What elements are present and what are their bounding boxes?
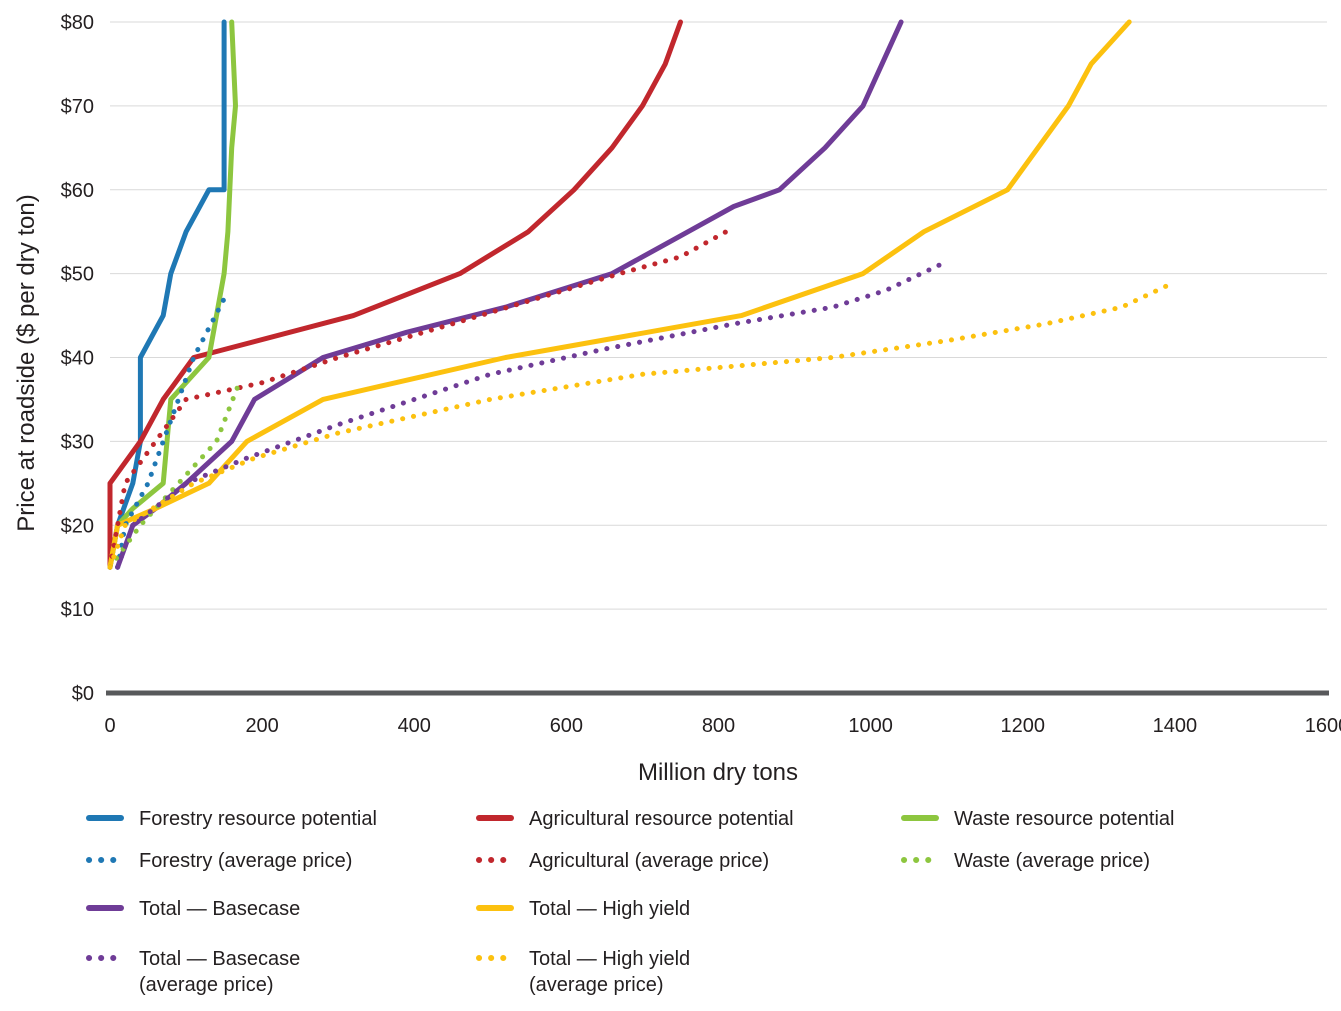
series-layer xyxy=(107,19,1178,570)
legend-item: Agricultural (average price) xyxy=(475,848,769,874)
y-tick-label: $30 xyxy=(61,431,94,453)
series-line-forestry-resource-potential xyxy=(107,19,227,570)
chart-plot: $0 $10 $20 $30 $40 $50 $60 $70 $80 0 200 400 600 800 1… xyxy=(13,12,1341,786)
x-tick-label: 1200 xyxy=(1001,715,1046,737)
legend-item: Total — Basecase (average price) xyxy=(85,946,300,998)
y-tick-label: $50 xyxy=(61,264,94,286)
legend-swatch xyxy=(901,815,939,821)
legend-item: Waste (average price) xyxy=(900,848,1150,874)
x-tick-label: 1000 xyxy=(848,715,893,737)
legend-swatch xyxy=(476,955,514,961)
legend-label: Forestry (average price) xyxy=(139,850,353,872)
legend-swatch xyxy=(476,905,514,911)
legend-swatch xyxy=(86,905,124,911)
legend-swatch xyxy=(86,815,124,821)
legend-label: Waste resource potential xyxy=(954,808,1175,830)
series-line-total-high-yield-average-price xyxy=(107,279,1178,570)
series-line-total-high-yield xyxy=(107,19,1132,570)
x-tick-label: 1400 xyxy=(1153,715,1198,737)
x-axis-title: Million dry tons xyxy=(638,759,798,786)
y-tick-label: $70 xyxy=(61,96,94,118)
legend-label: Total — High yield (average price) xyxy=(529,948,691,996)
series-line-agricultural-resource-potential xyxy=(107,19,683,570)
series-line-agricultural-average-price xyxy=(107,229,729,570)
legend-swatch xyxy=(901,857,939,863)
axis-layer: $0 $10 $20 $30 $40 $50 $60 $70 $80 0 200 400 600 800 1… xyxy=(61,12,1341,737)
x-tick-label: 400 xyxy=(398,715,431,737)
x-tick-label: 0 xyxy=(104,715,115,737)
legend-label: Total — Basecase (average price) xyxy=(139,948,301,996)
legend-label: Agricultural (average price) xyxy=(529,850,770,872)
y-tick-label: $10 xyxy=(61,599,94,621)
series-line-waste-resource-potential xyxy=(107,19,238,570)
legend-label: Agricultural resource potential xyxy=(529,808,794,830)
legend-item: Forestry resource potential xyxy=(85,806,377,832)
legend-swatch xyxy=(476,857,514,863)
legend-label: Waste (average price) xyxy=(954,850,1150,872)
legend-label: Forestry resource potential xyxy=(139,808,377,830)
y-axis-title: Price at roadside ($ per dry ton) xyxy=(13,194,40,532)
legend-swatch xyxy=(86,857,124,863)
chart-legend: Forestry resource potential Agricultural … xyxy=(85,806,1315,1011)
legend-item: Waste resource potential xyxy=(900,806,1174,832)
y-tick-label: $20 xyxy=(61,515,94,537)
legend-label: Total — Basecase xyxy=(139,898,301,920)
series-line-waste-average-price xyxy=(107,380,242,570)
legend-swatch xyxy=(86,955,124,961)
x-tick-label: 1600 xyxy=(1305,715,1341,737)
x-tick-label: 600 xyxy=(550,715,583,737)
legend-item: Total — High yield (average price) xyxy=(475,946,690,998)
legend-swatch xyxy=(476,815,514,821)
x-tick-label: 800 xyxy=(702,715,735,737)
legend-item: Agricultural resource potential xyxy=(475,806,794,832)
x-tick-label: 200 xyxy=(245,715,278,737)
legend-item: Total — High yield xyxy=(475,896,690,922)
legend-label: Total — High yield xyxy=(529,898,691,920)
legend-item: Forestry (average price) xyxy=(85,848,352,874)
series-line-total-basecase-average-price xyxy=(115,262,942,570)
y-tick-label: $0 xyxy=(72,683,94,705)
grid-layer xyxy=(110,21,1327,610)
legend-item: Total — Basecase xyxy=(85,896,300,922)
y-tick-label: $40 xyxy=(61,348,94,370)
y-tick-label: $80 xyxy=(61,12,94,34)
y-tick-label: $60 xyxy=(61,180,94,202)
